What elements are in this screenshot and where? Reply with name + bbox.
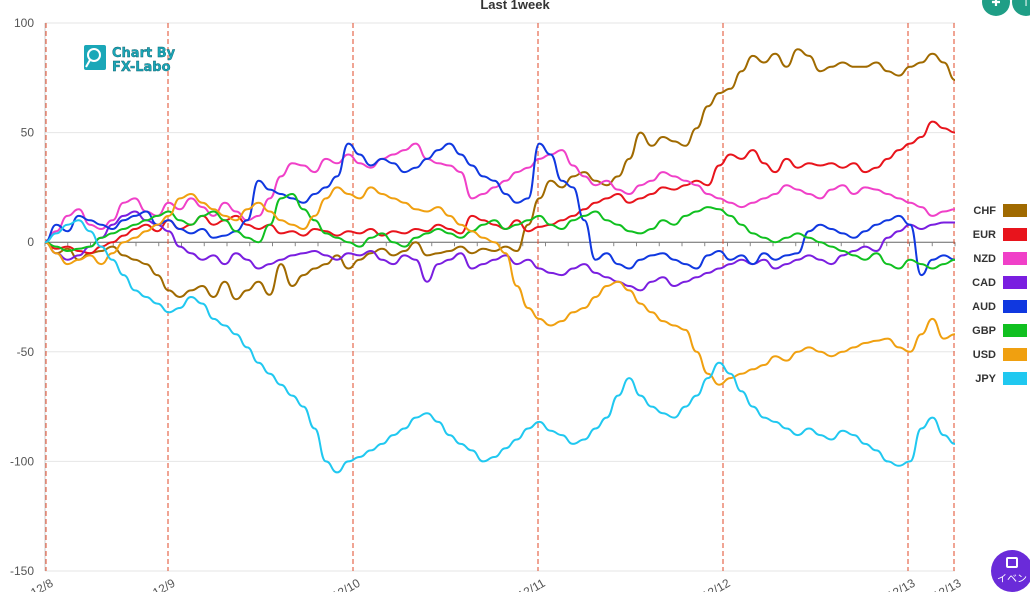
series-line-gbp <box>44 193 956 270</box>
series-line-cad <box>44 210 955 292</box>
y-tick-label: 50 <box>21 126 35 140</box>
event-label: イベン <box>997 574 1027 585</box>
x-tick-label: 12/13 <box>884 576 917 592</box>
settings-button[interactable]: ⅰ <box>1012 0 1030 16</box>
series-line-jpy <box>44 219 956 474</box>
y-tick-label: 100 <box>14 16 34 30</box>
info-icon: ⅰ <box>1024 0 1028 9</box>
calendar-icon <box>1006 557 1018 568</box>
x-tick-label: 12/9 <box>150 576 178 592</box>
legend-label-nzd: NZD <box>973 253 996 265</box>
legend-label-jpy: JPY <box>975 373 996 385</box>
legend-label-aud: AUD <box>972 301 996 313</box>
legend-label-chf: CHF <box>973 205 996 217</box>
legend-swatch-usd <box>1003 348 1027 361</box>
y-tick-label: -100 <box>10 454 34 468</box>
x-axis: 12/8 12/9 12/10 12/11 12/12 12/13 12/13 <box>28 576 964 592</box>
chart-by-fx-labo-logo: Chart By FX-Labo <box>84 45 176 75</box>
x-tick-label: 12/12 <box>699 576 732 592</box>
legend-label-usd: USD <box>973 349 996 361</box>
legend-swatch-cad <box>1003 276 1027 289</box>
legend-label-cad: CAD <box>972 277 996 289</box>
x-tick-label: 12/13 <box>930 576 963 592</box>
series-lines <box>44 48 956 474</box>
legend-swatch-nzd <box>1003 252 1027 265</box>
legend-swatch-jpy <box>1003 372 1027 385</box>
event-button[interactable]: イベン <box>991 550 1030 592</box>
chart-title: Last 1week <box>480 0 550 12</box>
legend-swatch-aud <box>1003 300 1027 313</box>
grid <box>44 22 956 572</box>
legend-label-gbp: GBP <box>972 325 996 337</box>
legend: CHF EUR NZD CAD AUD GBP USD JPY <box>972 204 1027 385</box>
y-axis: 100 50 0 -50 -100 -150 <box>10 16 34 578</box>
series-line-aud <box>44 142 956 277</box>
x-tick-label: 12/10 <box>329 576 362 592</box>
y-tick-label: 0 <box>27 235 34 249</box>
day-separators <box>45 23 955 571</box>
series-line-usd <box>44 186 956 386</box>
logo-line-1: Chart By <box>112 46 176 61</box>
legend-swatch-chf <box>1003 204 1027 217</box>
x-tick-label: 12/8 <box>28 576 56 592</box>
legend-label-eur: EUR <box>973 229 996 241</box>
legend-swatch-eur <box>1003 228 1027 241</box>
x-tick-label: 12/11 <box>515 576 548 592</box>
legend-swatch-gbp <box>1003 324 1027 337</box>
add-indicator-button[interactable]: ✚ <box>982 0 1010 16</box>
magnifier-icon <box>87 48 101 62</box>
y-tick-label: -50 <box>17 345 35 359</box>
series-line-chf <box>44 48 956 301</box>
y-tick-label: -150 <box>10 564 34 578</box>
plus-icon: ✚ <box>991 0 1001 9</box>
logo-line-2: FX-Labo <box>112 60 171 75</box>
series-line-nzd <box>44 142 956 244</box>
